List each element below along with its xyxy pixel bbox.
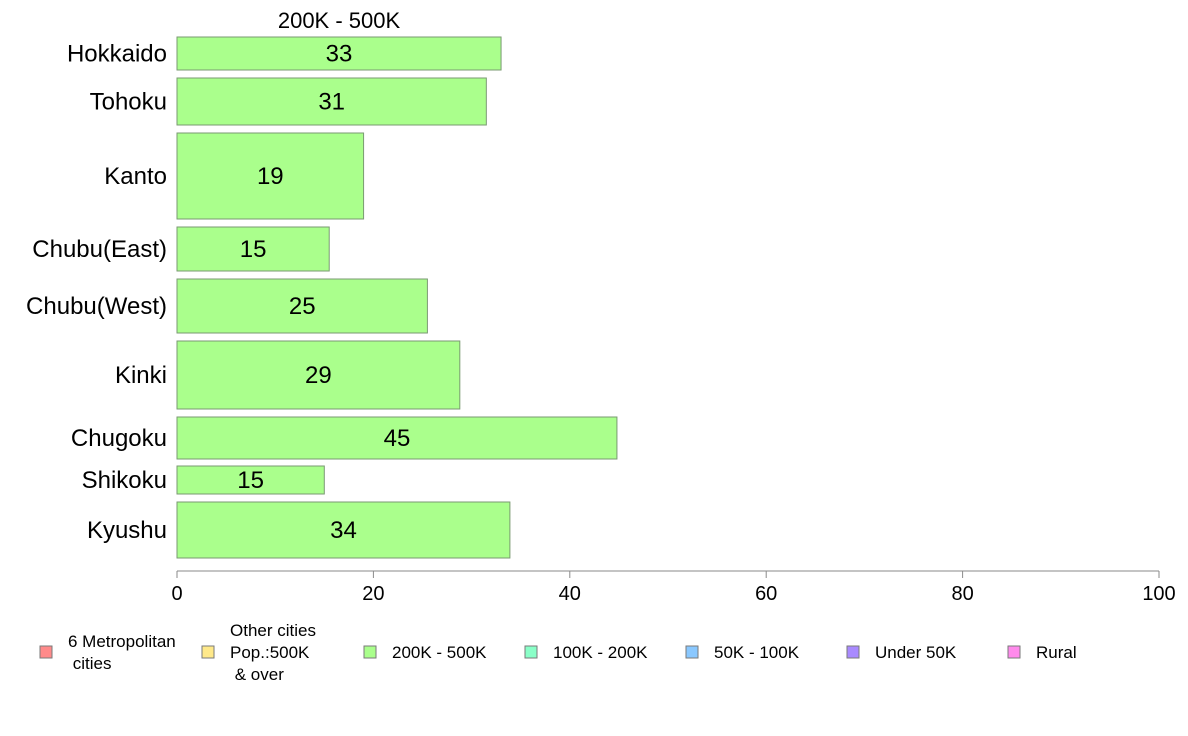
legend-swatch: [524, 645, 538, 659]
legend-label: 50K - 100K: [714, 643, 800, 662]
bar-value-label: 31: [318, 89, 345, 116]
bar: [176, 278, 428, 334]
bar: [176, 36, 502, 71]
legend-label: Rural: [1036, 643, 1077, 662]
bar-value-label: 33: [326, 41, 353, 68]
category-label: Kinki: [115, 362, 167, 389]
bar: [176, 226, 330, 272]
category-label: Hokkaido: [67, 41, 167, 68]
legend-swatch: [39, 645, 53, 659]
bar-value-label: 19: [257, 163, 284, 190]
legend: 6 Metropolitan cities Other cities Pop.:50…: [39, 621, 1077, 684]
legend-label: 200K - 500K: [392, 643, 487, 662]
bar: [176, 132, 365, 220]
category-label: Chubu(West): [26, 293, 167, 320]
bar: [176, 416, 618, 460]
legend-label: 100K - 200K: [553, 643, 648, 662]
legend-swatch: [685, 645, 699, 659]
category-label: Kyushu: [87, 517, 167, 544]
legend-label: Other cities Pop.:500K & over: [230, 621, 316, 684]
bar: [176, 465, 325, 495]
category-label: Shikoku: [82, 467, 167, 494]
bar: [176, 340, 461, 410]
legend-swatch: [201, 645, 215, 659]
bar-value-label: 29: [305, 362, 332, 389]
x-axis: 0 20 40 60 80 100: [171, 570, 1176, 605]
bar: [176, 77, 487, 126]
x-tick-label: 20: [362, 583, 384, 605]
x-tick-label: 100: [1142, 583, 1175, 605]
bars-group: Hokkaido 33 Tohoku 31 Kanto 19 Chubu(East) 15 Ch…: [26, 36, 618, 559]
legend-swatch: [363, 645, 377, 659]
bar-value-label: 45: [384, 425, 411, 452]
category-label: Tohoku: [90, 89, 167, 116]
bar-value-label: 34: [330, 517, 357, 544]
legend-label: Under 50K: [875, 643, 957, 662]
category-label: Kanto: [104, 163, 167, 190]
bar-value-label: 15: [237, 467, 264, 494]
legend-label: 6 Metropolitan cities: [68, 632, 176, 673]
chart-title: 200K - 500K: [278, 8, 401, 33]
bar: [176, 501, 511, 559]
legend-swatch: [846, 645, 860, 659]
category-label: Chugoku: [71, 425, 167, 452]
x-tick-label: 40: [559, 583, 581, 605]
legend-swatch: [1007, 645, 1021, 659]
category-label: Chubu(East): [32, 236, 167, 263]
x-tick-label: 80: [951, 583, 973, 605]
x-tick-label: 0: [171, 583, 182, 605]
bar-value-label: 15: [240, 236, 267, 263]
bar-value-label: 25: [289, 293, 316, 320]
x-tick-label: 60: [755, 583, 777, 605]
